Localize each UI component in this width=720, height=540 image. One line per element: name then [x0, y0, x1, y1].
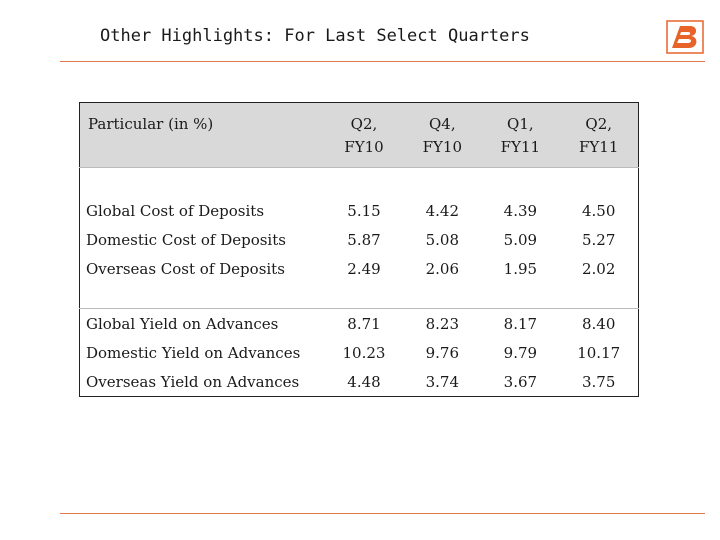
table-row: Overseas Yield on Advances 4.48 3.74 3.6… [86, 372, 616, 391]
header-particular: Particular (in %) [79, 102, 325, 168]
header-col-1: Q2, FY10 [324, 102, 404, 168]
bank-logo-icon [666, 20, 704, 54]
table-row: Global Yield on Advances 8.71 8.23 8.17 … [86, 314, 616, 333]
highlights-table: Particular (in %) Q2, FY10 Q4, FY10 Q1, FY1… [79, 102, 639, 397]
spacer-row [79, 283, 639, 309]
footer-rule [60, 513, 705, 514]
page-title: Other Highlights: For Last Select Quarte… [100, 26, 530, 46]
header-col-3: Q1, FY11 [481, 102, 560, 168]
header-rule [60, 61, 705, 62]
table-header-row: Particular (in %) Q2, FY10 Q4, FY10 Q1, FY1… [79, 102, 639, 168]
header-col-4: Q2, FY11 [559, 102, 639, 168]
header-col-2: Q4, FY10 [403, 102, 482, 168]
spacer-row [79, 167, 639, 196]
table-row: Overseas Cost of Deposits 2.49 2.06 1.95… [86, 259, 616, 278]
table-row: Global Cost of Deposits 5.15 4.42 4.39 4… [86, 201, 616, 220]
table-row: Domestic Yield on Advances 10.23 9.76 9.… [86, 343, 621, 362]
table-row: Domestic Cost of Deposits 5.87 5.08 5.09… [86, 230, 616, 249]
